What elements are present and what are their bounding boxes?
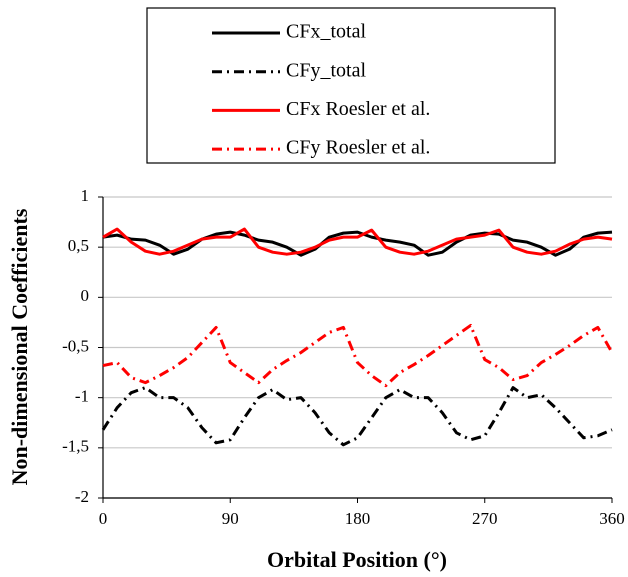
- y-axis-title: Non-dimensional Coefficients: [7, 208, 32, 485]
- legend-label: CFx_total: [286, 21, 366, 43]
- legend-label: CFy_total: [286, 59, 366, 81]
- y-tick-label: -1: [75, 387, 89, 406]
- series-line: [102, 323, 614, 388]
- y-tick-label: -1,5: [62, 437, 89, 456]
- series-line: [102, 230, 613, 257]
- x-tick-label: 360: [599, 509, 625, 528]
- y-tick-label: -2: [75, 487, 89, 506]
- series-line: [102, 227, 613, 256]
- y-tick-label: 1: [81, 186, 90, 205]
- y-tick-label: -0,5: [62, 336, 89, 355]
- x-tick-label: 270: [472, 509, 498, 528]
- series-line: [101, 386, 613, 447]
- legend-label: CFx Roesler et al.: [286, 98, 430, 120]
- y-tick-label: 0: [81, 286, 90, 305]
- legend-label: CFy Roesler et al.: [286, 137, 430, 159]
- x-tick-label: 0: [99, 509, 108, 528]
- x-tick-label: 90: [222, 509, 239, 528]
- x-tick-label: 180: [345, 509, 371, 528]
- y-tick-label: 0,5: [68, 236, 89, 255]
- x-axis-title: Orbital Position (°): [267, 547, 447, 572]
